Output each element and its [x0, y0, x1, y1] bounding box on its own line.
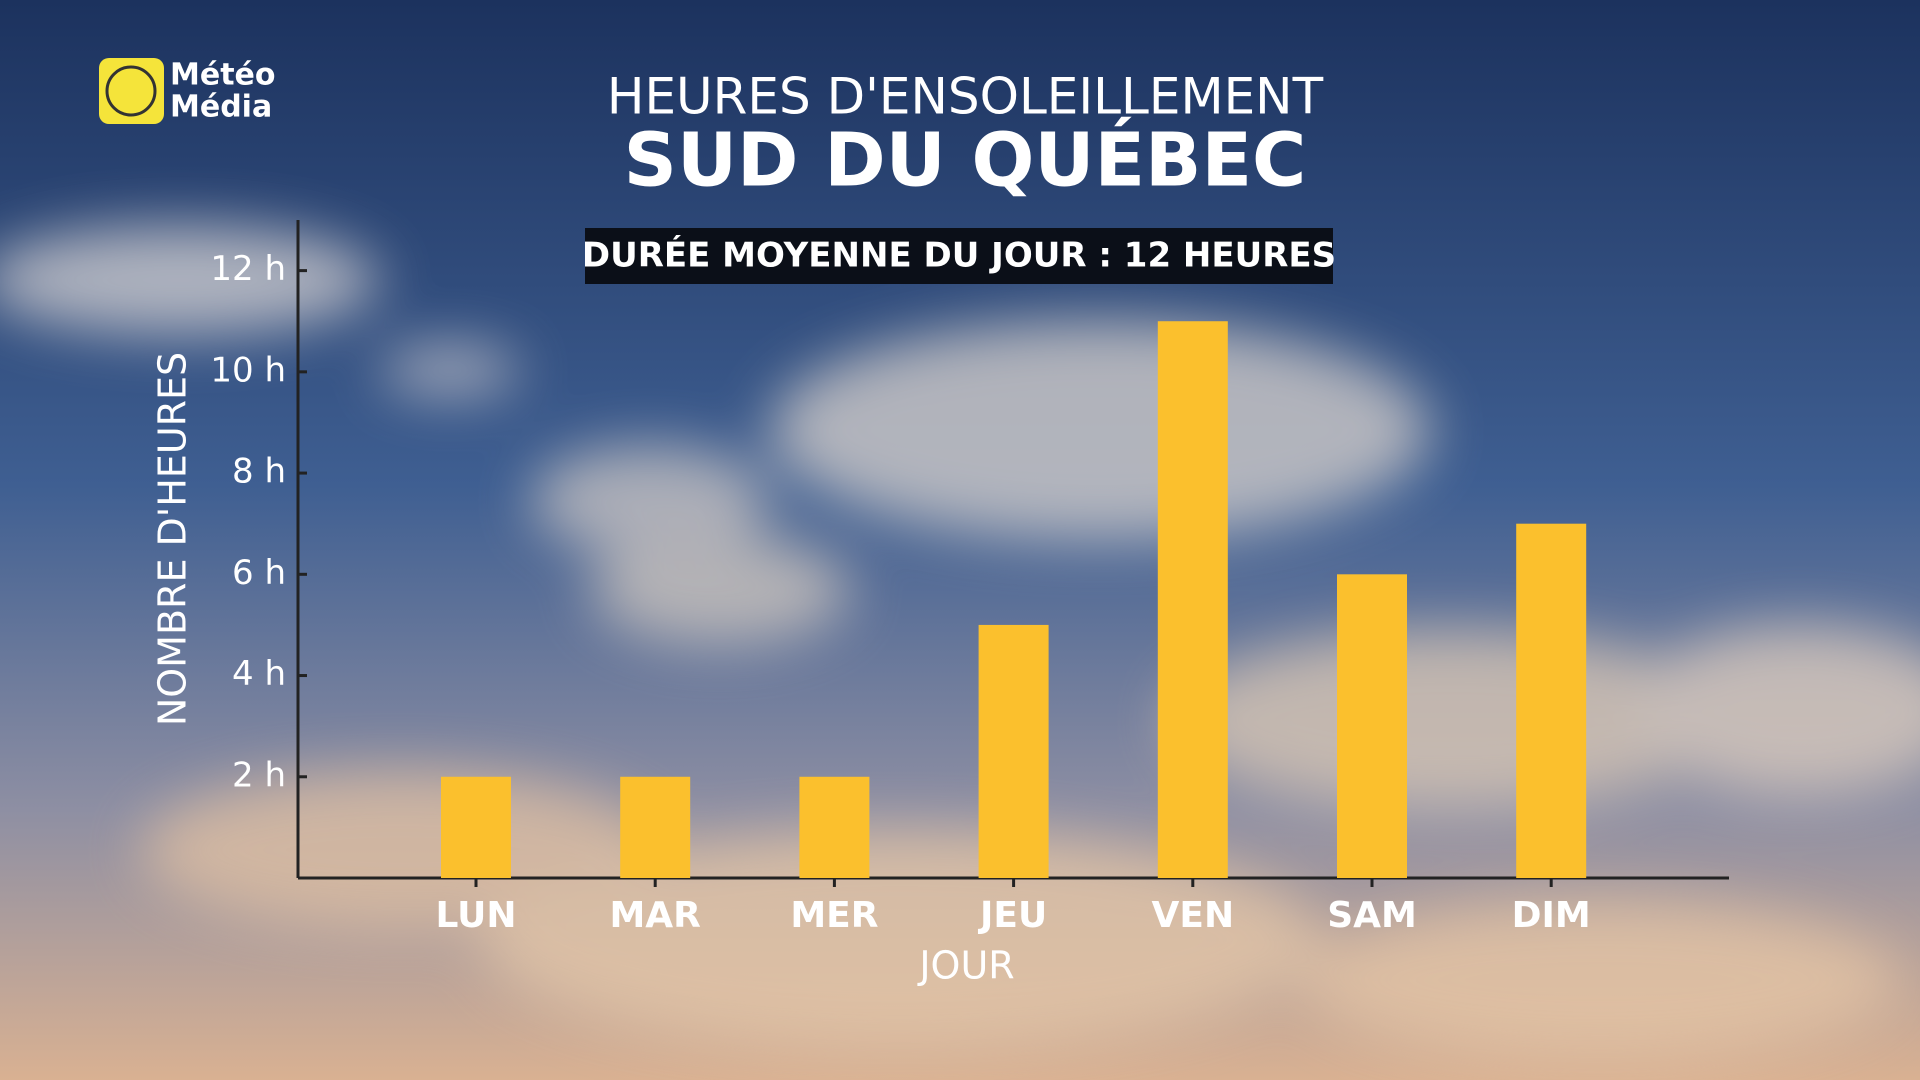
annotation-box	[585, 228, 1333, 284]
x-tick-label: LUN	[435, 895, 516, 936]
x-tick-label: DIM	[1512, 895, 1591, 936]
bar	[620, 776, 691, 878]
bar	[1516, 523, 1587, 878]
y-tick-label: 10 h	[210, 350, 286, 390]
x-tick-label: SAM	[1327, 895, 1417, 936]
clouds	[0, 225, 1920, 1060]
logo-text: Média	[170, 90, 272, 125]
y-tick-label: 8 h	[232, 452, 286, 492]
logo-globe	[105, 65, 157, 117]
bar	[978, 624, 1049, 878]
bar	[1337, 574, 1407, 878]
bar	[441, 776, 511, 878]
chart-title: HEURES D'ENSOLEILLEMENT	[607, 68, 1324, 126]
x-tick-label: MAR	[609, 895, 700, 936]
logo-text: Météo	[170, 58, 276, 93]
chart-subtitle: SUD DU QUÉBEC	[624, 116, 1307, 204]
x-tick-label: JEU	[977, 895, 1047, 936]
x-tick-label: VEN	[1152, 895, 1235, 936]
y-tick-label: 2 h	[232, 755, 286, 795]
y-tick-label: 6 h	[232, 553, 286, 593]
x-axis-label: JOUR	[917, 944, 1014, 988]
bar	[799, 776, 870, 878]
y-tick-label: 12 h	[210, 249, 286, 289]
y-axis-label: NOMBRE D'HEURES	[151, 352, 195, 726]
x-tick-label: MER	[790, 895, 878, 936]
annotation: DURÉE MOYENNE DU JOUR : 12 HEURES	[582, 235, 1336, 276]
bar	[1157, 321, 1228, 878]
y-tick-label: 4 h	[232, 654, 286, 694]
